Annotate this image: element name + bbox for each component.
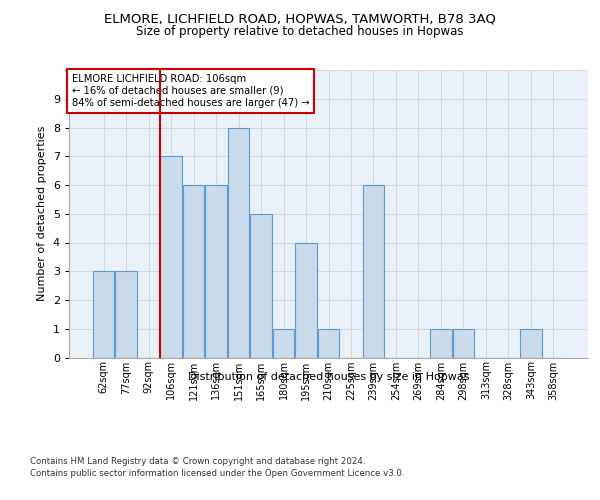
- Bar: [115, 271, 137, 358]
- Bar: [272, 329, 295, 358]
- Bar: [227, 128, 250, 358]
- Text: ELMORE LICHFIELD ROAD: 106sqm
← 16% of detached houses are smaller (9)
84% of se: ELMORE LICHFIELD ROAD: 106sqm ← 16% of d…: [71, 74, 309, 108]
- Bar: [520, 329, 542, 358]
- Text: ELMORE, LICHFIELD ROAD, HOPWAS, TAMWORTH, B78 3AQ: ELMORE, LICHFIELD ROAD, HOPWAS, TAMWORTH…: [104, 12, 496, 26]
- Bar: [160, 156, 182, 358]
- Bar: [362, 185, 385, 358]
- Bar: [452, 329, 475, 358]
- Y-axis label: Number of detached properties: Number of detached properties: [37, 126, 47, 302]
- Text: Distribution of detached houses by size in Hopwas: Distribution of detached houses by size …: [188, 372, 470, 382]
- Bar: [92, 271, 115, 358]
- Bar: [317, 329, 340, 358]
- Bar: [182, 185, 205, 358]
- Bar: [295, 242, 317, 358]
- Text: Contains HM Land Registry data © Crown copyright and database right 2024.: Contains HM Land Registry data © Crown c…: [30, 458, 365, 466]
- Text: Size of property relative to detached houses in Hopwas: Size of property relative to detached ho…: [136, 25, 464, 38]
- Bar: [250, 214, 272, 358]
- Text: Contains public sector information licensed under the Open Government Licence v3: Contains public sector information licen…: [30, 469, 404, 478]
- Bar: [205, 185, 227, 358]
- Bar: [430, 329, 452, 358]
